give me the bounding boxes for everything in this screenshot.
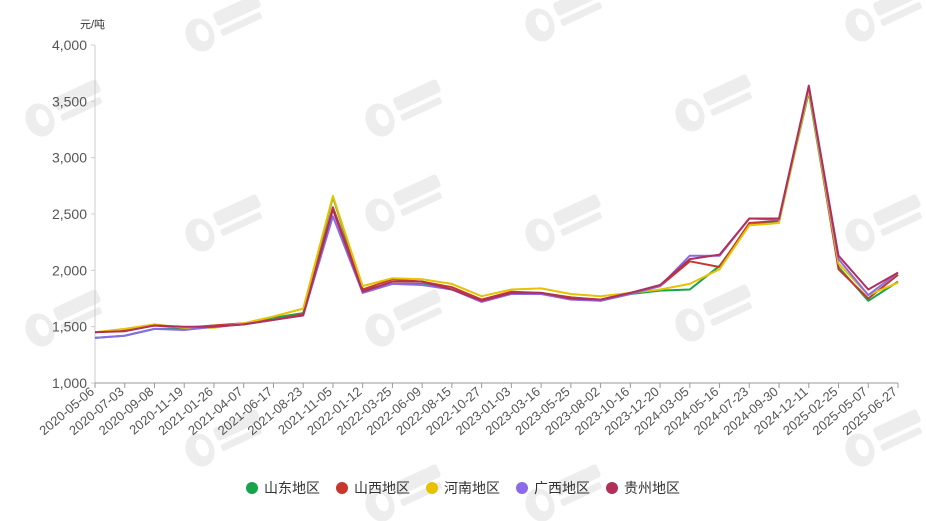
legend-item[interactable]: 山东地区 (246, 478, 320, 498)
watermark-group (25, 0, 922, 521)
watermark-logo (675, 284, 752, 342)
y-tick-group: 1,000 1,500 2,000 2,500 3,000 3,500 4,000 (52, 37, 95, 391)
watermark-logo (185, 409, 262, 467)
x-tick-group: 2020-05-062020-07-032020-09-082020-11-19… (36, 383, 900, 438)
watermark-logo (525, 194, 602, 252)
legend-item[interactable]: 河南地区 (426, 478, 500, 498)
watermark-logo (675, 74, 752, 132)
series-group (94, 84, 899, 339)
watermark-logo (365, 174, 442, 232)
legend-item[interactable]: 广西地区 (516, 478, 590, 498)
series-line (94, 84, 899, 334)
series-line (94, 86, 899, 334)
legend: 山东地区 山西地区 河南地区 广西地区 贵州地区 (0, 478, 926, 498)
watermark-logo (365, 79, 442, 137)
watermark-logo (185, 0, 262, 52)
y-unit-label: 元/吨 (80, 18, 105, 31)
watermark-logo (365, 289, 442, 347)
legend-marker-icon (606, 482, 618, 494)
legend-label: 河南地区 (444, 480, 500, 496)
watermark-logo (845, 194, 922, 252)
watermark-logo (185, 194, 262, 252)
series-line (94, 85, 899, 339)
legend-label: 山西地区 (354, 480, 410, 496)
y-tick-label: 4,000 (52, 37, 87, 53)
legend-marker-icon (336, 482, 348, 494)
legend-label: 广西地区 (534, 480, 590, 496)
watermark-logo (25, 289, 102, 347)
y-tick-label: 2,000 (52, 262, 87, 278)
watermark-logo (25, 79, 102, 137)
legend-item[interactable]: 贵州地区 (606, 478, 680, 498)
y-tick-label: 1,500 (52, 319, 87, 335)
y-tick-label: 2,500 (52, 206, 87, 222)
legend-marker-icon (516, 482, 528, 494)
legend-label: 山东地区 (264, 480, 320, 496)
watermark-logo (525, 0, 602, 42)
legend-marker-icon (426, 482, 438, 494)
watermark-logo (525, 464, 602, 521)
legend-label: 贵州地区 (624, 480, 680, 496)
y-tick-label: 1,000 (52, 375, 87, 391)
watermark-logo (845, 0, 922, 42)
y-tick-label: 3,500 (52, 93, 87, 109)
watermark-logo (845, 409, 922, 467)
y-tick-label: 3,000 (52, 150, 87, 166)
legend-item[interactable]: 山西地区 (336, 478, 410, 498)
legend-marker-icon (246, 482, 258, 494)
